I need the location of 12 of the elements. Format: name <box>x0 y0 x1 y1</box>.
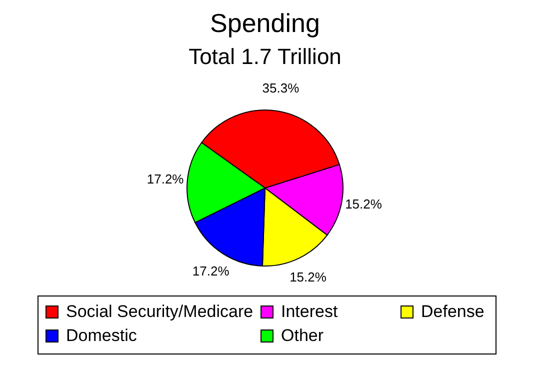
chart-title: Spending <box>210 8 320 38</box>
data-label: 15.2% <box>290 270 327 285</box>
legend-label: Defense <box>421 302 484 321</box>
data-label: 15.2% <box>345 196 382 212</box>
data-label: 35.3% <box>262 80 300 96</box>
chart-subtitle: Total 1.7 Trillion <box>188 44 342 69</box>
data-label: 17.2% <box>192 264 230 279</box>
legend-label: Social Security/Medicare <box>66 302 254 321</box>
legend-label: Domestic <box>66 326 138 345</box>
legend-label: Interest <box>281 302 338 321</box>
data-label: 17.2% <box>146 171 184 186</box>
legend-label: Other <box>281 326 324 345</box>
